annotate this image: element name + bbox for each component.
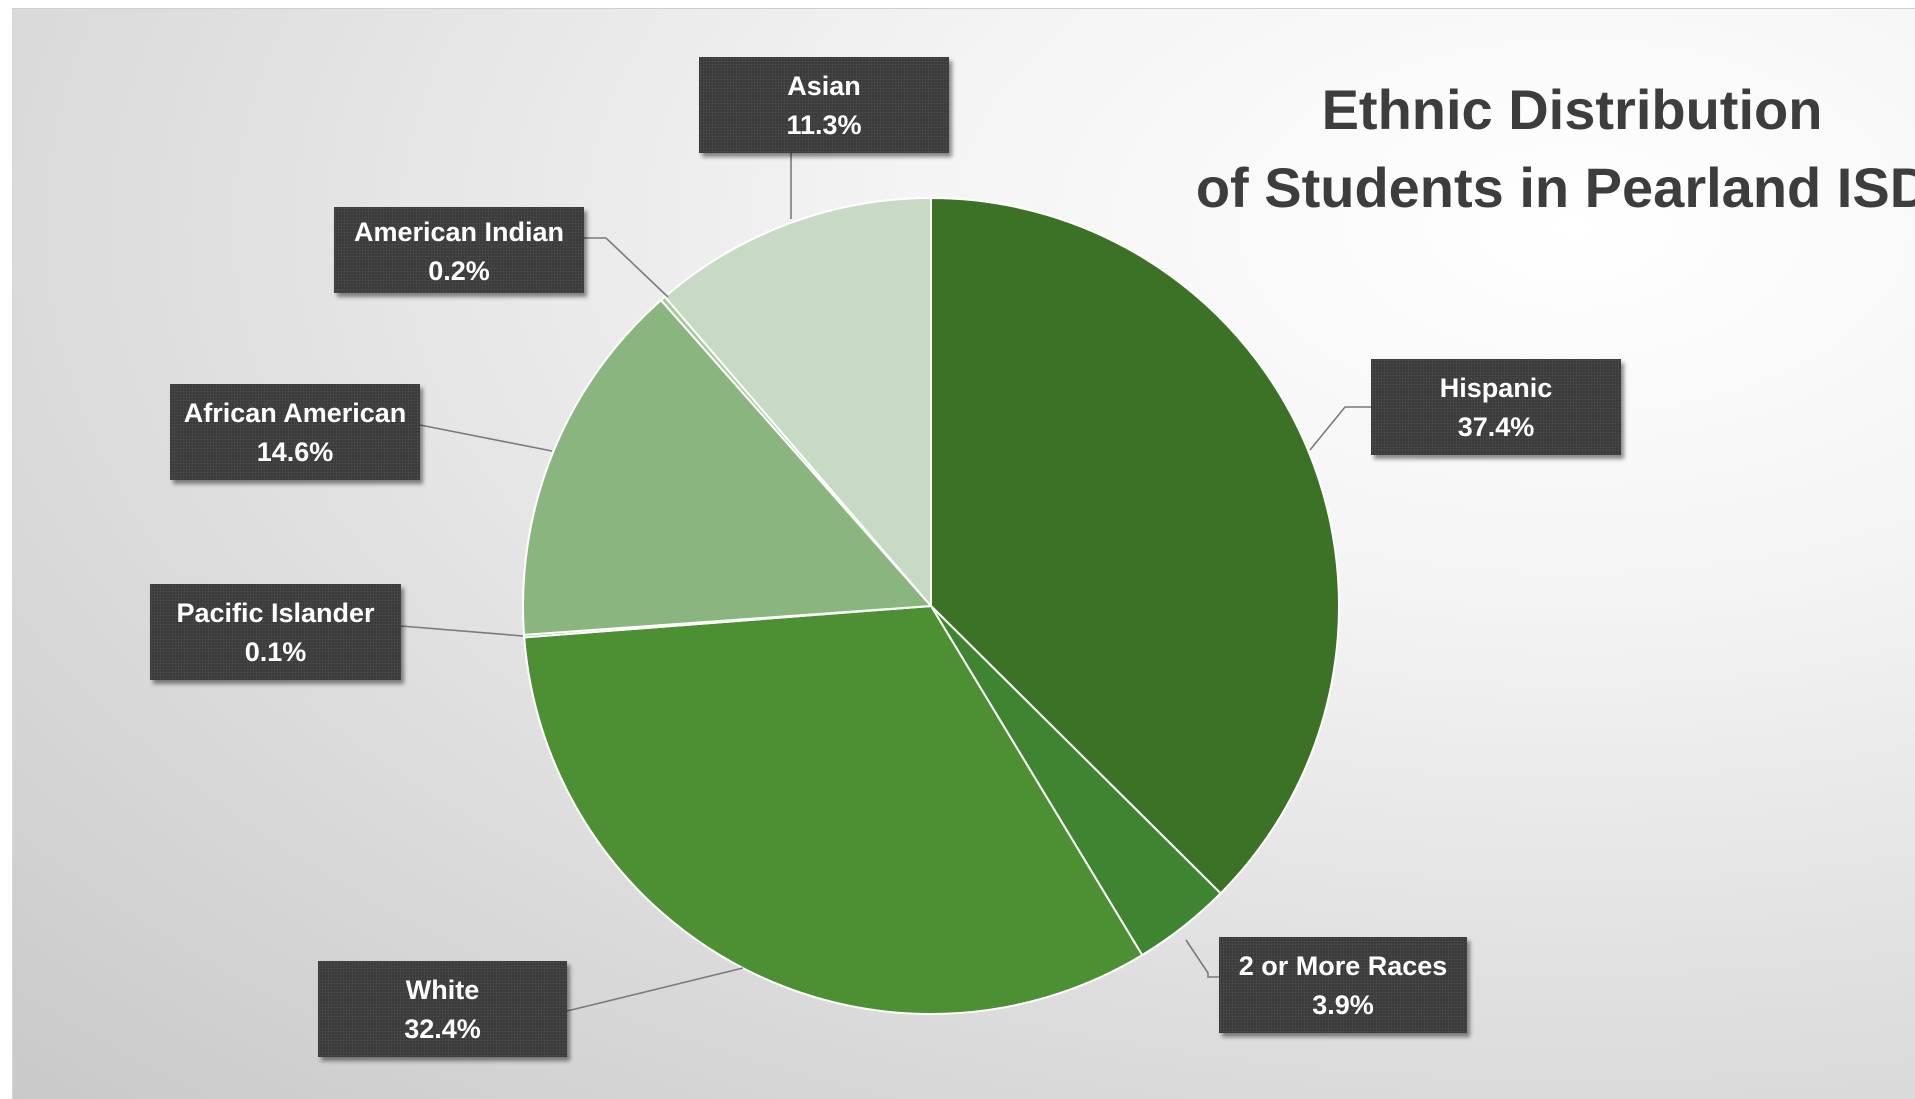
data-label-asian-name: Asian (787, 71, 861, 101)
chart-title-line-1: Ethnic Distribution (1321, 78, 1823, 141)
pie-slice-white (523, 605, 1144, 1015)
data-label-white-value: 32.4% (404, 1014, 481, 1044)
leader-line-hispanic (1309, 406, 1371, 451)
leader-line-african-american (419, 424, 553, 452)
chart-title-line-2: of Students in Pearland ISD (1195, 156, 1915, 219)
pie-slice-hispanic (930, 197, 1340, 895)
data-label-african-american-name: African American (183, 398, 407, 428)
chart-area: Ethnic Distribution of Students in Pearl… (12, 8, 1915, 1099)
data-label-white-name: White (405, 975, 480, 1005)
data-label-african-american: African American 14.6% (170, 384, 420, 480)
data-label-two-or-more-races: 2 or More Races 3.9% (1219, 937, 1467, 1033)
data-label-two-or-more-races-name: 2 or More Races (1238, 951, 1448, 981)
data-label-pacific-islander-value: 0.1% (244, 637, 307, 667)
pie-slice-asian (663, 197, 932, 607)
leader-line-2-or-more-races (1185, 939, 1219, 978)
data-label-hispanic-name: Hispanic (1439, 373, 1553, 403)
pie-slice-african-american (522, 299, 932, 636)
leader-line-american-indian (584, 237, 669, 298)
data-label-hispanic-value: 37.4% (1457, 412, 1535, 442)
leader-line-pacific-islander (400, 625, 524, 637)
data-label-white: White 32.4% (318, 961, 567, 1057)
data-label-american-indian-value: 0.2% (428, 256, 490, 286)
data-label-american-indian: American Indian 0.2% (334, 207, 584, 293)
data-label-hispanic: Hispanic 37.4% (1371, 359, 1621, 455)
data-label-pacific-islander-name: Pacific Islander (176, 598, 375, 628)
leader-line-white (566, 967, 744, 1012)
pie-chart (400, 153, 1371, 1015)
data-label-pacific-islander: Pacific Islander 0.1% (150, 584, 401, 680)
data-label-asian: Asian 11.3% (699, 57, 949, 153)
data-label-african-american-value: 14.6% (256, 437, 334, 467)
data-label-two-or-more-races-value: 3.9% (1312, 990, 1374, 1020)
data-label-american-indian-name: American Indian (353, 217, 565, 247)
data-label-asian-value: 11.3% (786, 110, 862, 140)
